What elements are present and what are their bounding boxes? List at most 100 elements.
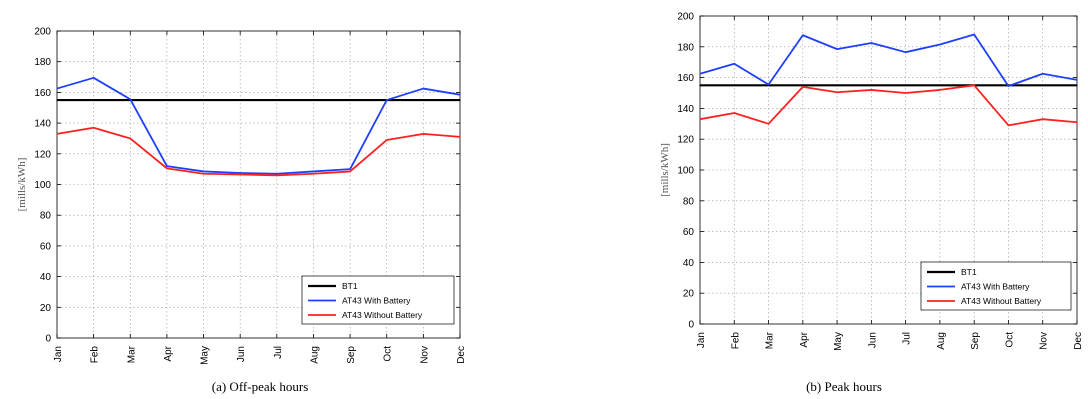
data-point bbox=[312, 170, 315, 173]
data-point bbox=[202, 99, 205, 101]
data-point bbox=[1076, 121, 1078, 123]
y-axis-label: [mills/kWh] bbox=[659, 143, 671, 197]
y-tick-label: 180 bbox=[34, 57, 51, 68]
y-tick-label: 60 bbox=[683, 227, 695, 238]
data-point bbox=[276, 174, 278, 176]
x-tick-label: Jun bbox=[867, 332, 878, 348]
data-point bbox=[802, 86, 804, 88]
x-tick-label: Mar bbox=[765, 331, 776, 349]
y-tick-label: 160 bbox=[34, 88, 51, 99]
y-tick-label: 20 bbox=[683, 289, 695, 300]
legend-label: BT1 bbox=[342, 281, 358, 291]
data-point bbox=[386, 139, 388, 141]
x-tick-label: Sep bbox=[970, 332, 981, 350]
legend-label: AT43 With Battery bbox=[342, 296, 411, 306]
data-point bbox=[422, 87, 424, 90]
data-point bbox=[733, 63, 735, 65]
data-point bbox=[459, 94, 461, 96]
chart-peak: 0 20 40 60 80 100 120 140 160 180 200 Jan Feb Mar Apr M… bbox=[600, 0, 1088, 399]
y-axis-label: [mills/kWh] bbox=[16, 158, 28, 212]
x-tick-label: May bbox=[200, 346, 211, 365]
y-tick-label: 140 bbox=[677, 104, 694, 115]
data-point bbox=[699, 118, 701, 120]
y-tick-label: 200 bbox=[677, 12, 694, 23]
data-point bbox=[129, 137, 131, 140]
data-point bbox=[312, 173, 315, 175]
data-point bbox=[905, 51, 907, 53]
data-point bbox=[870, 89, 872, 91]
data-point bbox=[93, 127, 95, 129]
data-point bbox=[1042, 118, 1044, 120]
x-tick-label: Sep bbox=[346, 346, 357, 364]
data-point bbox=[802, 84, 804, 86]
y-tick-label: 40 bbox=[40, 272, 52, 283]
x-tick-label: Feb bbox=[730, 332, 741, 350]
caption-peak: (b) Peak hours bbox=[806, 379, 882, 394]
data-point bbox=[93, 99, 95, 101]
x-tick-label: Jul bbox=[902, 332, 913, 345]
chart-off-peak-svg: 0 20 40 60 80 100 120 140 160 180 200 Jan Feb Mar Apr M… bbox=[16, 27, 467, 365]
data-point bbox=[349, 99, 351, 101]
data-point bbox=[767, 83, 770, 86]
series-line-at43-with-battery bbox=[56, 76, 461, 175]
series-line-at43-with-battery bbox=[699, 33, 1078, 87]
data-point bbox=[312, 99, 315, 101]
data-point bbox=[56, 87, 58, 90]
data-point bbox=[939, 84, 941, 86]
data-point bbox=[836, 84, 838, 86]
data-point bbox=[239, 99, 241, 101]
x-tick-label: Jan bbox=[53, 346, 64, 362]
data-point bbox=[386, 99, 388, 101]
y-tick-label: 160 bbox=[677, 73, 694, 84]
data-point bbox=[973, 33, 975, 36]
y-tick-label: 80 bbox=[40, 211, 52, 222]
legend-label: AT43 Without Battery bbox=[961, 296, 1042, 306]
x-tick-label: Apr bbox=[163, 345, 174, 361]
y-tick-label: 0 bbox=[688, 320, 694, 331]
x-tick-label: Aug bbox=[309, 346, 320, 364]
data-point bbox=[239, 173, 241, 176]
data-point bbox=[836, 48, 838, 50]
data-point bbox=[905, 84, 907, 86]
chart-peak-svg: 0 20 40 60 80 100 120 140 160 180 200 Jan Feb Mar Apr M… bbox=[659, 12, 1084, 351]
x-tick-label: Feb bbox=[90, 346, 101, 364]
y-tick-label: 0 bbox=[45, 334, 51, 345]
x-tick-label: Oct bbox=[1004, 332, 1015, 348]
data-point bbox=[699, 84, 701, 86]
data-point bbox=[870, 42, 872, 44]
data-point bbox=[767, 123, 770, 125]
data-point bbox=[56, 99, 58, 101]
x-tick-label: Oct bbox=[383, 346, 394, 362]
legend-label: AT43 With Battery bbox=[961, 282, 1030, 292]
series-line-at43-without-battery bbox=[56, 126, 461, 177]
data-point bbox=[459, 136, 461, 138]
y-tick-label: 20 bbox=[40, 303, 52, 314]
y-tick-label: 100 bbox=[34, 180, 51, 191]
data-point bbox=[276, 99, 278, 101]
y-tick-label: 40 bbox=[683, 258, 695, 269]
data-point bbox=[870, 84, 872, 86]
data-point bbox=[973, 84, 975, 86]
x-tick-label: Nov bbox=[419, 346, 430, 364]
data-point bbox=[733, 84, 735, 86]
data-point bbox=[166, 167, 168, 169]
data-point bbox=[939, 89, 941, 91]
y-tick-label: 120 bbox=[677, 135, 694, 146]
data-point bbox=[56, 133, 58, 135]
data-point bbox=[166, 165, 168, 167]
data-point bbox=[1007, 85, 1010, 87]
x-tick-label: Mar bbox=[126, 345, 137, 363]
chart-off-peak: 0 20 40 60 80 100 120 140 160 180 200 Jan Feb Mar Apr M… bbox=[0, 0, 520, 399]
caption-off-peak: (a) Off-peak hours bbox=[211, 379, 309, 394]
data-point bbox=[166, 99, 168, 101]
data-point bbox=[349, 170, 351, 173]
data-point bbox=[422, 133, 424, 135]
x-tick-label: Dec bbox=[456, 346, 467, 364]
y-tick-label: 100 bbox=[677, 166, 694, 177]
data-point bbox=[699, 73, 701, 75]
y-tick-label: 80 bbox=[683, 196, 695, 207]
data-point bbox=[93, 77, 95, 79]
y-tick-label: 180 bbox=[677, 42, 694, 53]
data-point bbox=[276, 173, 278, 175]
data-point bbox=[239, 172, 241, 174]
